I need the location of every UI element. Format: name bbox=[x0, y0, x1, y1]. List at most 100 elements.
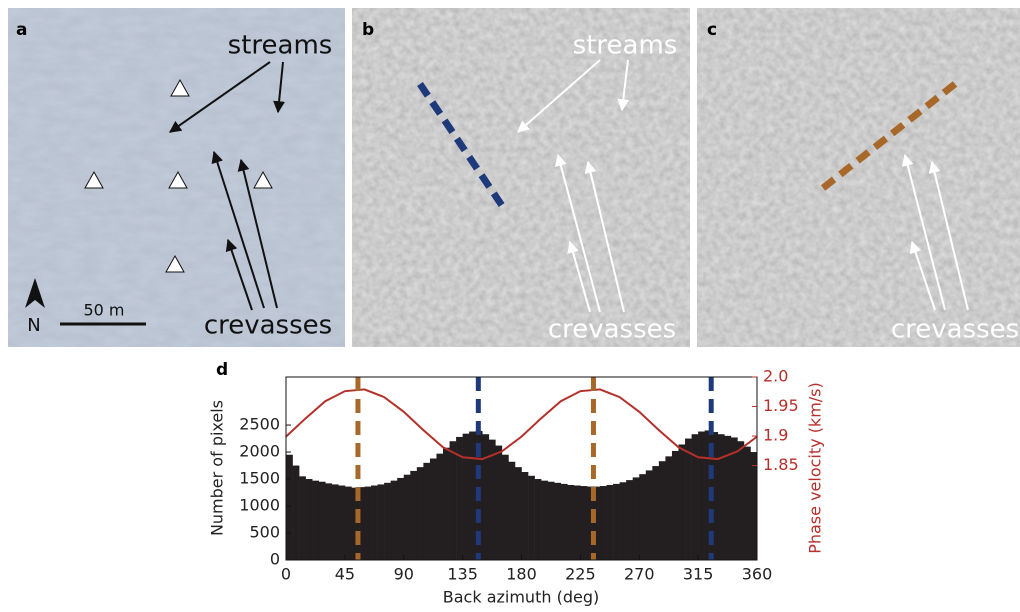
bar bbox=[306, 479, 313, 560]
annotation: crevasses bbox=[204, 311, 332, 341]
bar bbox=[737, 441, 744, 560]
x-tick-label: 315 bbox=[683, 565, 714, 584]
bar bbox=[508, 462, 515, 560]
bar bbox=[319, 482, 326, 560]
bar bbox=[561, 484, 568, 560]
annotation: streams bbox=[228, 31, 333, 61]
bar bbox=[430, 459, 437, 560]
bar bbox=[718, 434, 725, 560]
bar bbox=[620, 482, 627, 560]
bar bbox=[384, 483, 391, 560]
bar bbox=[443, 448, 450, 560]
panel-label: c bbox=[707, 20, 717, 40]
figure: a streams crevasses N 50 m b streams cre… bbox=[0, 0, 1020, 608]
bar bbox=[299, 476, 306, 560]
panel-c: c crevasses bbox=[697, 8, 1020, 347]
panel-a: a streams crevasses N 50 m bbox=[8, 8, 345, 347]
y-tick-label: 0 bbox=[270, 550, 280, 569]
bar bbox=[522, 472, 529, 560]
y2-tick-label: 2.0 bbox=[763, 367, 788, 386]
bar bbox=[580, 486, 587, 560]
bar bbox=[633, 477, 640, 560]
bar bbox=[679, 444, 686, 560]
bar bbox=[698, 432, 705, 560]
annotation: streams bbox=[573, 31, 678, 61]
bar bbox=[469, 432, 476, 560]
x-tick-label: 225 bbox=[565, 565, 596, 584]
bar bbox=[639, 474, 646, 560]
bar bbox=[391, 481, 398, 560]
bar bbox=[325, 483, 332, 560]
x-tick-label: 90 bbox=[394, 565, 414, 584]
bar bbox=[345, 487, 352, 560]
y-tick-label: 2500 bbox=[239, 415, 280, 434]
bar bbox=[528, 476, 535, 560]
bar bbox=[286, 455, 293, 560]
bar bbox=[410, 471, 417, 560]
annotation: crevasses bbox=[548, 315, 676, 345]
bar bbox=[371, 486, 378, 560]
bar bbox=[672, 451, 679, 560]
bar bbox=[613, 484, 620, 560]
panel-b: b streams crevasses bbox=[352, 8, 690, 347]
bar bbox=[750, 452, 757, 560]
bar bbox=[489, 440, 496, 560]
bar bbox=[338, 486, 345, 560]
bar bbox=[535, 479, 542, 560]
x-tick-label: 270 bbox=[624, 565, 655, 584]
annotation: crevasses bbox=[891, 315, 1019, 345]
bar bbox=[293, 466, 300, 560]
x-axis-label: Back azimuth (deg) bbox=[443, 588, 599, 607]
bar bbox=[567, 485, 574, 560]
y-tick-label: 2000 bbox=[239, 442, 280, 461]
bar bbox=[482, 434, 489, 560]
bar bbox=[652, 466, 659, 560]
bar bbox=[548, 482, 555, 560]
histogram-chart: d Back azimuth (deg) Number of pixels Ph… bbox=[208, 360, 825, 607]
y2-tick-label: 1.95 bbox=[763, 396, 799, 415]
bar bbox=[646, 470, 653, 560]
bar bbox=[692, 434, 699, 560]
bar bbox=[541, 481, 548, 560]
bar bbox=[417, 467, 424, 560]
north-label: N bbox=[27, 315, 40, 336]
panel-label: d bbox=[216, 360, 228, 380]
bar bbox=[502, 455, 509, 560]
bar bbox=[731, 437, 738, 560]
x-tick-label: 360 bbox=[742, 565, 773, 584]
bar bbox=[744, 447, 751, 560]
bar bbox=[515, 467, 522, 560]
bar bbox=[554, 483, 561, 560]
bar bbox=[397, 478, 404, 560]
y2-tick-label: 1.85 bbox=[763, 455, 799, 474]
y-axis-label: Number of pixels bbox=[208, 400, 227, 536]
x-tick-label: 0 bbox=[281, 565, 291, 584]
bar bbox=[626, 480, 633, 560]
bar bbox=[600, 486, 607, 560]
x-tick-label: 45 bbox=[335, 565, 355, 584]
bar bbox=[404, 475, 411, 560]
bar bbox=[659, 461, 666, 560]
x-tick-label: 135 bbox=[447, 565, 478, 584]
bar bbox=[365, 487, 372, 560]
y-tick-label: 1500 bbox=[239, 469, 280, 488]
bar bbox=[312, 481, 319, 560]
bar bbox=[574, 486, 581, 560]
y2-tick-label: 1.9 bbox=[763, 426, 788, 445]
panel-label: a bbox=[16, 20, 27, 40]
scale-label: 50 m bbox=[83, 301, 124, 320]
bar bbox=[423, 463, 430, 560]
bar bbox=[378, 484, 385, 560]
y2-axis-label: Phase velocity (km/s) bbox=[806, 382, 825, 554]
bar bbox=[436, 454, 443, 560]
x-tick-label: 180 bbox=[506, 565, 537, 584]
bar bbox=[607, 485, 614, 560]
panel-label: b bbox=[362, 20, 374, 40]
bar bbox=[495, 446, 502, 560]
bar bbox=[463, 434, 470, 560]
bar bbox=[450, 441, 457, 560]
bar bbox=[685, 439, 692, 560]
bar bbox=[332, 484, 339, 560]
bar bbox=[665, 456, 672, 560]
y-tick-label: 1000 bbox=[239, 496, 280, 515]
